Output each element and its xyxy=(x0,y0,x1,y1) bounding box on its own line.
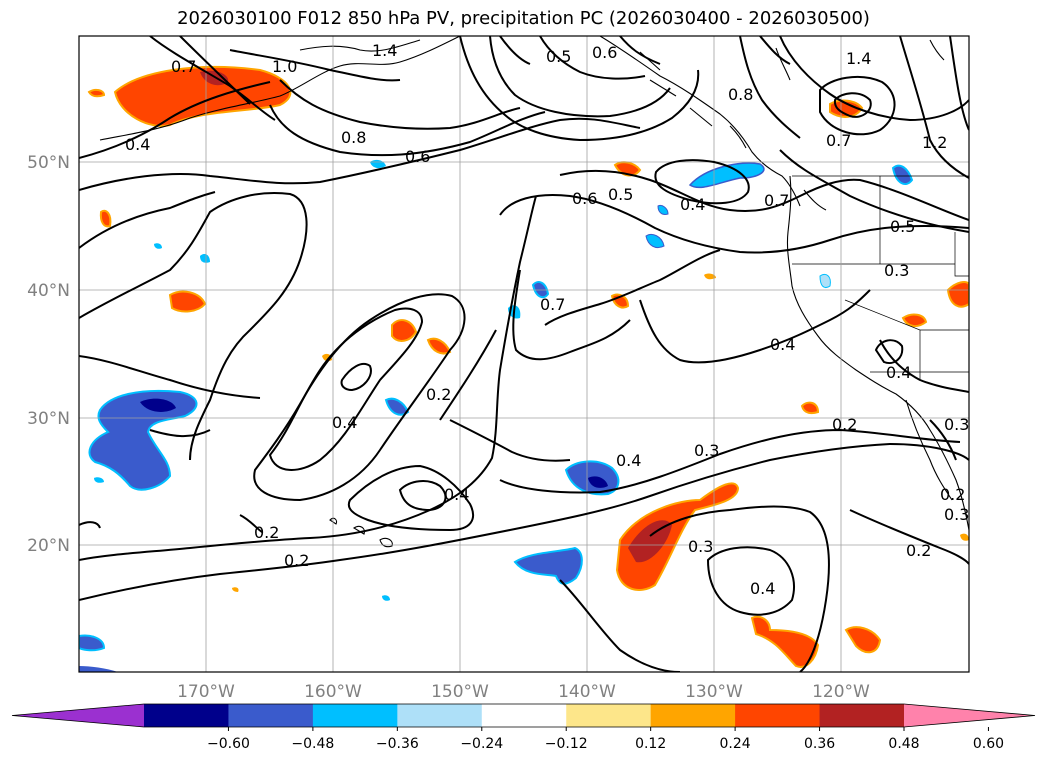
contour-label: 0.7 xyxy=(540,295,565,314)
contour-label: 0.3 xyxy=(694,441,719,460)
colorbar: −0.60 −0.48 −0.36 −0.24 −0.12 0.12 0.24 0.36 0.4… xyxy=(11,703,1036,752)
contour-label: 0.2 xyxy=(284,551,309,570)
contour-label: 1.0 xyxy=(272,57,297,76)
contour-label: 0.4 xyxy=(616,451,641,470)
contour-label: 1.4 xyxy=(846,49,871,68)
lon-label: 170°W xyxy=(177,682,235,702)
contour-label: 0.4 xyxy=(125,135,150,154)
contour-label: 0.3 xyxy=(884,261,909,280)
colorbar-extend-low xyxy=(12,704,144,727)
lat-label: 40°N xyxy=(27,281,70,301)
contour-label: 0.4 xyxy=(770,335,795,354)
contour-label: 0.6 xyxy=(572,189,597,208)
colorbar-tick-label: −0.48 xyxy=(291,736,334,752)
lat-label: 30°N xyxy=(27,409,70,429)
contour-label: 0.3 xyxy=(688,537,713,556)
colorbar-tick-label: −0.24 xyxy=(460,736,503,752)
colorbar-segment xyxy=(650,704,736,727)
coastlines xyxy=(99,36,969,548)
contour-labels: 0.7 1.0 1.4 0.4 0.8 0.6 0.5 0.6 0.6 0.5 … xyxy=(125,41,969,598)
contour-label: 0.5 xyxy=(546,47,571,66)
contour-label: 0.4 xyxy=(750,579,775,598)
contour-label: 0.5 xyxy=(890,217,915,236)
contour-label: 0.4 xyxy=(680,195,705,214)
colorbar-segment xyxy=(481,704,567,727)
contour-label: 0.4 xyxy=(444,485,469,504)
colorbar-tick-label: 0.36 xyxy=(804,736,835,752)
colorbar-segment xyxy=(397,704,483,727)
longitude-labels: 170°W 160°W 150°W 140°W 130°W 120°W xyxy=(177,682,870,702)
colorbar-tick-label: 0.60 xyxy=(973,736,1004,752)
contour-label: 0.8 xyxy=(341,128,366,147)
colorbar-tick-label: 0.12 xyxy=(635,736,666,752)
map-title: 2026030100 F012 850 hPa PV, precipitatio… xyxy=(177,8,870,29)
contour-label: 0.5 xyxy=(608,185,633,204)
colorbar-tick-label: 0.24 xyxy=(720,736,751,752)
colorbar-segment xyxy=(735,704,821,727)
contour-label: 0.6 xyxy=(592,43,617,62)
graticule xyxy=(79,36,969,672)
contour-label: 0.2 xyxy=(832,415,857,434)
contour-label: 0.3 xyxy=(944,505,969,524)
contour-label: 0.2 xyxy=(940,485,965,504)
contour-label: 0.7 xyxy=(826,131,851,150)
pv-contours xyxy=(79,36,969,672)
colorbar-tick-label: −0.12 xyxy=(545,736,588,752)
contour-label: 0.4 xyxy=(332,413,357,432)
contour-label: 0.7 xyxy=(764,191,789,210)
contour-label: 1.2 xyxy=(922,133,947,152)
colorbar-segment xyxy=(566,704,652,727)
colorbar-outline xyxy=(11,703,1036,728)
lat-label: 50°N xyxy=(27,153,70,173)
precip-positive-areas xyxy=(87,65,969,668)
precip-negative-areas xyxy=(79,159,914,672)
colorbar-segment xyxy=(819,704,905,727)
colorbar-segment xyxy=(312,704,398,727)
colorbar-tick-label: −0.60 xyxy=(207,736,250,752)
contour-label: 0.4 xyxy=(886,363,911,382)
lon-label: 130°W xyxy=(685,682,743,702)
lat-label: 20°N xyxy=(27,536,70,556)
lon-label: 150°W xyxy=(431,682,489,702)
colorbar-segment xyxy=(144,704,229,727)
colorbar-tick-label: −0.36 xyxy=(376,736,419,752)
contour-label: 0.3 xyxy=(944,415,969,434)
contour-label: 0.2 xyxy=(426,385,451,404)
map-frame xyxy=(78,35,970,673)
colorbar-extend-high xyxy=(904,704,1035,727)
lon-label: 120°W xyxy=(812,682,870,702)
colorbar-segment xyxy=(228,704,314,727)
contour-label: 1.4 xyxy=(372,41,397,60)
lon-label: 160°W xyxy=(304,682,362,702)
contour-label: 0.8 xyxy=(728,85,753,104)
contour-label: 0.7 xyxy=(171,57,196,76)
lon-label: 140°W xyxy=(558,682,616,702)
contour-label: 0.2 xyxy=(254,523,279,542)
contour-label: 0.6 xyxy=(405,147,430,166)
colorbar-tick-label: 0.48 xyxy=(888,736,919,752)
latitude-labels: 50°N 40°N 30°N 20°N xyxy=(27,153,70,556)
contour-label: 0.2 xyxy=(906,541,931,560)
